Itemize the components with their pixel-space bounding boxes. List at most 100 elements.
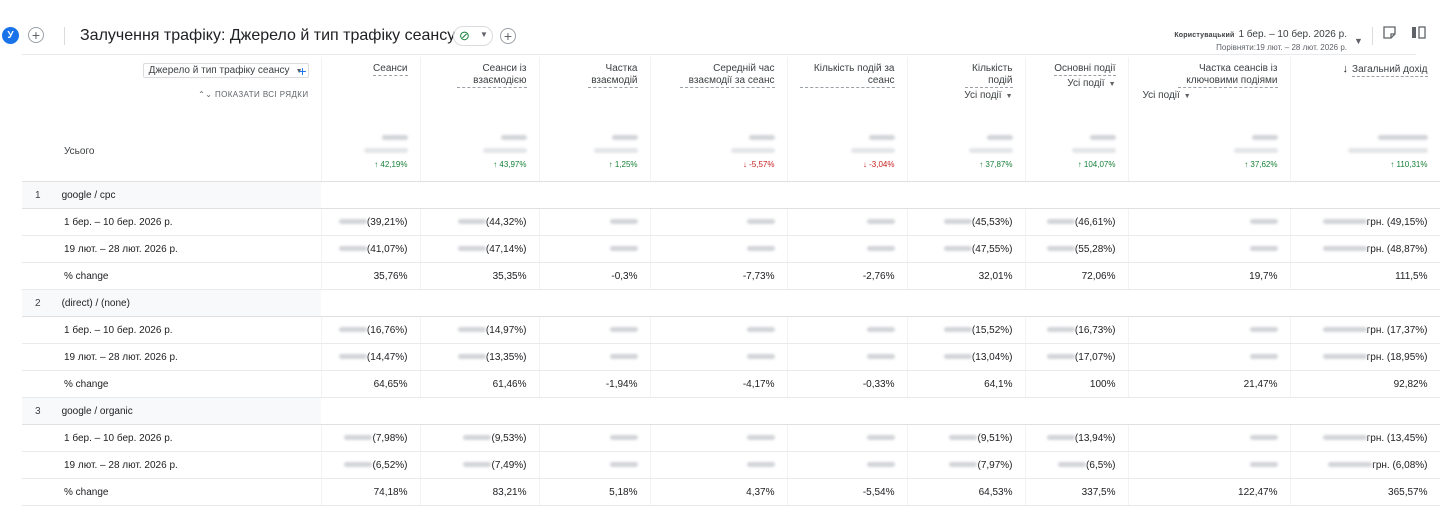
table-cell: [1128, 451, 1291, 479]
cell-value: грн. (17,37%): [1366, 324, 1428, 336]
cell-value: -5,54%: [862, 486, 895, 498]
cell-value: 74,18%: [373, 486, 408, 498]
totals-row: Усього ↑ 42,19% ↑ 43,97% ↑ 1,25% ↓ -5,57…: [22, 121, 1440, 182]
cell-value: грн. (48,87%): [1366, 243, 1428, 255]
redacted-value: [457, 327, 486, 333]
table-cell: (47,14%): [420, 235, 540, 263]
table-cell: -5,54%: [787, 478, 908, 506]
totals-label: Усього: [22, 121, 322, 182]
table-cell: [650, 343, 788, 371]
redacted-value: [1322, 219, 1367, 225]
cell-value: 122,47%: [1238, 486, 1278, 498]
table-cell: [1128, 343, 1291, 371]
table-cell: (39,21%): [321, 208, 421, 236]
column-header-key-event-rate[interactable]: Частка сеансів із ключовими подіями Усі п…: [1128, 57, 1291, 121]
cell-value: (6,52%): [372, 459, 408, 471]
group-name[interactable]: google / cpc: [61, 189, 116, 201]
redacted-value: [866, 219, 895, 225]
redacted-value: [609, 327, 638, 333]
divider: [64, 27, 65, 45]
column-header-sessions[interactable]: Сеанси: [321, 57, 421, 121]
dimension-select[interactable]: Джерело й тип трафіку сеансу ▼: [142, 63, 309, 78]
cell-value: 92,82%: [1393, 378, 1428, 390]
compare-columns-icon[interactable]: [1411, 26, 1426, 42]
table-cell: (13,35%): [420, 343, 540, 371]
group-name[interactable]: (direct) / (none): [61, 297, 130, 309]
cell-value: 72,06%: [1081, 270, 1116, 282]
group-index: 2: [35, 297, 41, 309]
row-label: % change: [22, 370, 322, 398]
column-header-avg-engagement-time[interactable]: Середній час взаємодії за сеанс: [650, 57, 788, 121]
report-table: Джерело й тип трафіку сеансу ▼ + ⌃⌄ ПОКАЗ…: [22, 57, 1440, 506]
row-label: 1 бер. – 10 бер. 2026 р.: [22, 424, 322, 452]
table-cell: [539, 451, 651, 479]
date-row: 1 бер. – 10 бер. 2026 р. (39,21%) (44,32%)…: [22, 208, 1440, 236]
table-cell: [539, 316, 651, 344]
add-dimension-icon[interactable]: +: [298, 63, 307, 79]
redacted-value: [943, 327, 972, 333]
cell-value: 64,1%: [984, 378, 1013, 390]
column-header-total-revenue[interactable]: ↓ Загальний дохід: [1290, 57, 1440, 121]
add-filter-icon[interactable]: +: [500, 28, 516, 44]
table-cell: [787, 316, 908, 344]
column-header-key-events[interactable]: Основні події Усі події ▼: [1025, 57, 1129, 121]
group-row[interactable]: 2 (direct) / (none): [22, 289, 1440, 317]
table-cell: -7,73%: [650, 262, 788, 290]
redacted-value: [1249, 219, 1278, 225]
group-name[interactable]: google / organic: [61, 405, 133, 417]
table-cell: 83,21%: [420, 478, 540, 506]
cell-value: (14,47%): [366, 351, 408, 363]
redacted-value: [344, 462, 373, 468]
column-header-events-per-session[interactable]: Кількість подій за сеанс: [787, 57, 908, 121]
show-all-rows-button[interactable]: ⌃⌄ ПОКАЗАТИ ВСІ РЯДКИ: [198, 90, 309, 99]
redacted-value: [1249, 354, 1278, 360]
date-row: 19 лют. – 28 лют. 2026 р. (41,07%) (47,14%…: [22, 235, 1440, 263]
redacted-value: [609, 246, 638, 252]
cell-value: (55,28%): [1074, 243, 1116, 255]
status-check-icon[interactable]: ⊘ ▼: [453, 26, 493, 46]
table-cell: грн. (48,87%): [1290, 235, 1440, 263]
cell-value: 365,57%: [1388, 486, 1428, 498]
cell-value: 64,65%: [373, 378, 408, 390]
cell-value: 35,76%: [373, 270, 408, 282]
share-report-icon[interactable]: [1383, 26, 1396, 42]
cell-value: (17,07%): [1074, 351, 1116, 363]
avatar[interactable]: У: [2, 27, 19, 44]
cell-value: (46,61%): [1074, 216, 1116, 228]
totals-change: ↓ -5,57%: [742, 160, 775, 169]
column-header-engaged-sessions[interactable]: Сеанси із взаємодією: [420, 57, 540, 121]
table-cell: -2,76%: [787, 262, 908, 290]
table-cell: (16,73%): [1025, 316, 1129, 344]
sort-desc-icon: ↓: [1342, 63, 1349, 75]
table-cell: -1,94%: [539, 370, 651, 398]
table-cell: 19,7%: [1128, 262, 1291, 290]
cell-value: 19,7%: [1249, 270, 1278, 282]
row-label: 19 лют. – 28 лют. 2026 р.: [22, 235, 322, 263]
divider: [1372, 27, 1373, 45]
cell-value: (15,52%): [971, 324, 1013, 336]
cell-value: 4,37%: [746, 486, 775, 498]
cell-value: 61,46%: [492, 378, 527, 390]
redacted-value: [457, 219, 486, 225]
event-filter-select[interactable]: Усі події ▼: [1142, 90, 1191, 101]
event-filter-select[interactable]: Усі події ▼: [964, 90, 1013, 101]
column-header-engagement-rate[interactable]: Частка взаємодій: [539, 57, 651, 121]
group-row[interactable]: 3 google / organic: [22, 397, 1440, 425]
redacted-value: [1046, 246, 1075, 252]
chevron-down-icon[interactable]: ▼: [1354, 36, 1363, 46]
group-row[interactable]: 1 google / cpc: [22, 181, 1440, 209]
event-filter-select[interactable]: Усі події ▼: [1067, 78, 1116, 89]
redacted-value: [943, 219, 972, 225]
date-range-value: 1 бер. – 10 бер. 2026 р.: [1238, 29, 1347, 40]
cell-value: -2,76%: [862, 270, 895, 282]
table-cell: -0,33%: [787, 370, 908, 398]
column-header-event-count[interactable]: Кількість подій Усі події ▼: [907, 57, 1026, 121]
table-cell: [650, 316, 788, 344]
table-cell: (9,53%): [420, 424, 540, 452]
totals-change: ↑ 37,87%: [979, 160, 1013, 169]
date-row: 19 лют. – 28 лют. 2026 р. (14,47%) (13,35%…: [22, 343, 1440, 371]
redacted-value: [1046, 327, 1075, 333]
add-comparison-icon[interactable]: +: [28, 27, 44, 43]
redacted-value: [338, 327, 367, 333]
date-range-picker[interactable]: Користувацький 1 бер. – 10 бер. 2026 р. П…: [1174, 29, 1347, 52]
